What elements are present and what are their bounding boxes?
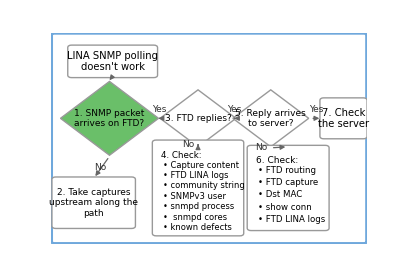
Polygon shape <box>160 90 236 147</box>
Polygon shape <box>233 90 309 147</box>
Text: • SNMPv3 user: • SNMPv3 user <box>164 192 226 201</box>
Text: • known defects: • known defects <box>164 223 232 232</box>
FancyBboxPatch shape <box>320 98 367 139</box>
Text: • Capture content: • Capture content <box>164 161 239 170</box>
FancyBboxPatch shape <box>52 33 366 243</box>
Text: No: No <box>182 140 195 149</box>
FancyBboxPatch shape <box>247 145 329 230</box>
Text: • community string: • community string <box>164 181 245 190</box>
Text: 1. SNMP packet
arrives on FTD?: 1. SNMP packet arrives on FTD? <box>74 109 145 128</box>
Text: •  snmpd cores: • snmpd cores <box>164 213 228 222</box>
Text: • FTD LINA logs: • FTD LINA logs <box>164 171 229 180</box>
Text: • show conn: • show conn <box>258 203 312 212</box>
Text: Yes: Yes <box>309 105 324 114</box>
Text: 7. Check
the server: 7. Check the server <box>318 107 369 129</box>
Text: • FTD capture: • FTD capture <box>258 178 319 187</box>
Text: 4. Check:: 4. Check: <box>161 151 202 160</box>
FancyBboxPatch shape <box>68 45 157 78</box>
Text: 6. Check:: 6. Check: <box>256 156 298 165</box>
Text: 5. Reply arrives
to server?: 5. Reply arrives to server? <box>235 109 306 128</box>
Text: LINA SNMP polling
doesn't work: LINA SNMP polling doesn't work <box>67 51 158 72</box>
Polygon shape <box>60 81 158 155</box>
Text: 3. FTD replies?: 3. FTD replies? <box>165 114 231 123</box>
FancyBboxPatch shape <box>152 140 244 236</box>
Text: • FTD LINA logs: • FTD LINA logs <box>258 215 326 224</box>
Text: Yes: Yes <box>152 105 166 114</box>
Text: No: No <box>94 163 106 172</box>
Text: Yes: Yes <box>227 105 242 114</box>
Text: No: No <box>255 143 267 152</box>
Text: • snmpd process: • snmpd process <box>164 202 235 211</box>
FancyBboxPatch shape <box>52 177 135 229</box>
Text: • Dst MAC: • Dst MAC <box>258 190 302 199</box>
Text: • FTD routing: • FTD routing <box>258 166 316 175</box>
Text: 2. Take captures
upstream along the
path: 2. Take captures upstream along the path <box>49 188 138 218</box>
